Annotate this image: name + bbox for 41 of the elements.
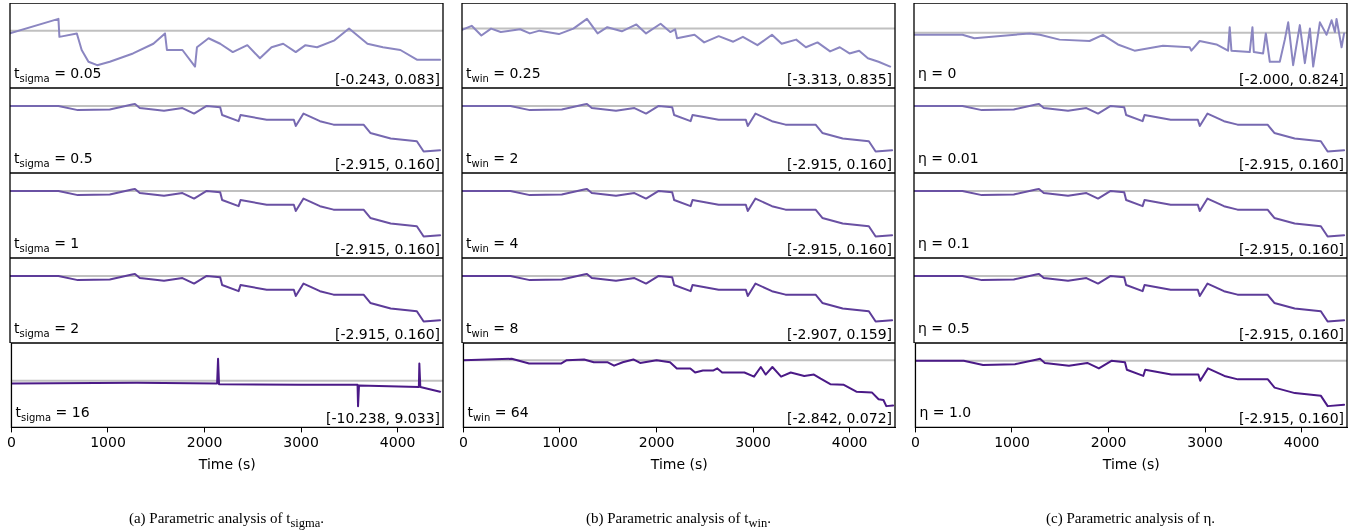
annotation: η = 0.01: [918, 150, 979, 166]
annotation: η = 0: [918, 65, 957, 81]
annotation: [-2.915, 0.160]: [786, 241, 893, 257]
annotation: [-2.915, 0.160]: [1238, 241, 1345, 257]
x-tick-label: 1000: [542, 434, 578, 451]
x-tick-label: 3000: [735, 434, 771, 451]
x-tick-label: 1000: [90, 434, 126, 451]
x-axis-title: Time (s): [1101, 456, 1160, 473]
annotation: [-10.238, 9.033]: [326, 410, 441, 427]
annotation: [-2.915, 0.160]: [1238, 156, 1345, 172]
text: (b) Parametric analysis of t$_{win}$.: [585, 510, 772, 531]
x-tick-label: 0: [6, 434, 16, 451]
annotation: [-2.915, 0.160]: [1238, 326, 1345, 342]
x-tick-label: 4000: [831, 434, 868, 451]
annotation: [-0.243, 0.083]: [334, 71, 441, 87]
annotation: [-2.915, 0.160]: [334, 156, 441, 172]
x-axis-title: Time (s): [197, 456, 256, 473]
x-tick-label: 3000: [283, 434, 319, 451]
x-tick-label: 4000: [379, 434, 416, 451]
x-tick-label: 0: [458, 434, 468, 451]
annotation: η = 0.5: [918, 320, 970, 336]
annotation: η = 0.1: [918, 235, 970, 251]
x-tick-label: 2000: [1090, 434, 1127, 451]
x-axis-title: Time (s): [649, 456, 708, 473]
annotation: [-3.313, 0.835]: [786, 71, 893, 87]
annotation: [-2.000, 0.824]: [1238, 71, 1345, 87]
annotation: η = 1.0: [919, 404, 972, 421]
annotation: [-2.915, 0.160]: [334, 326, 441, 342]
annotation: [-2.842, 0.072]: [786, 410, 893, 427]
x-tick-label: 2000: [638, 434, 675, 451]
annotation: [-2.915, 0.160]: [786, 156, 893, 172]
x-tick-label: 1000: [994, 434, 1030, 451]
x-tick-label: 0: [910, 434, 920, 451]
x-tick-label: 3000: [1187, 434, 1223, 451]
annotation: [-2.915, 0.160]: [334, 241, 441, 257]
x-tick-label: 4000: [1283, 434, 1320, 451]
text: (c) Parametric analysis of η.: [1045, 510, 1216, 527]
x-tick-label: 2000: [186, 434, 223, 451]
annotation: [-2.915, 0.160]: [1238, 410, 1345, 427]
text: (a) Parametric analysis of t$_{sigma}$.: [127, 510, 326, 531]
annotation: [-2.907, 0.159]: [786, 326, 893, 342]
